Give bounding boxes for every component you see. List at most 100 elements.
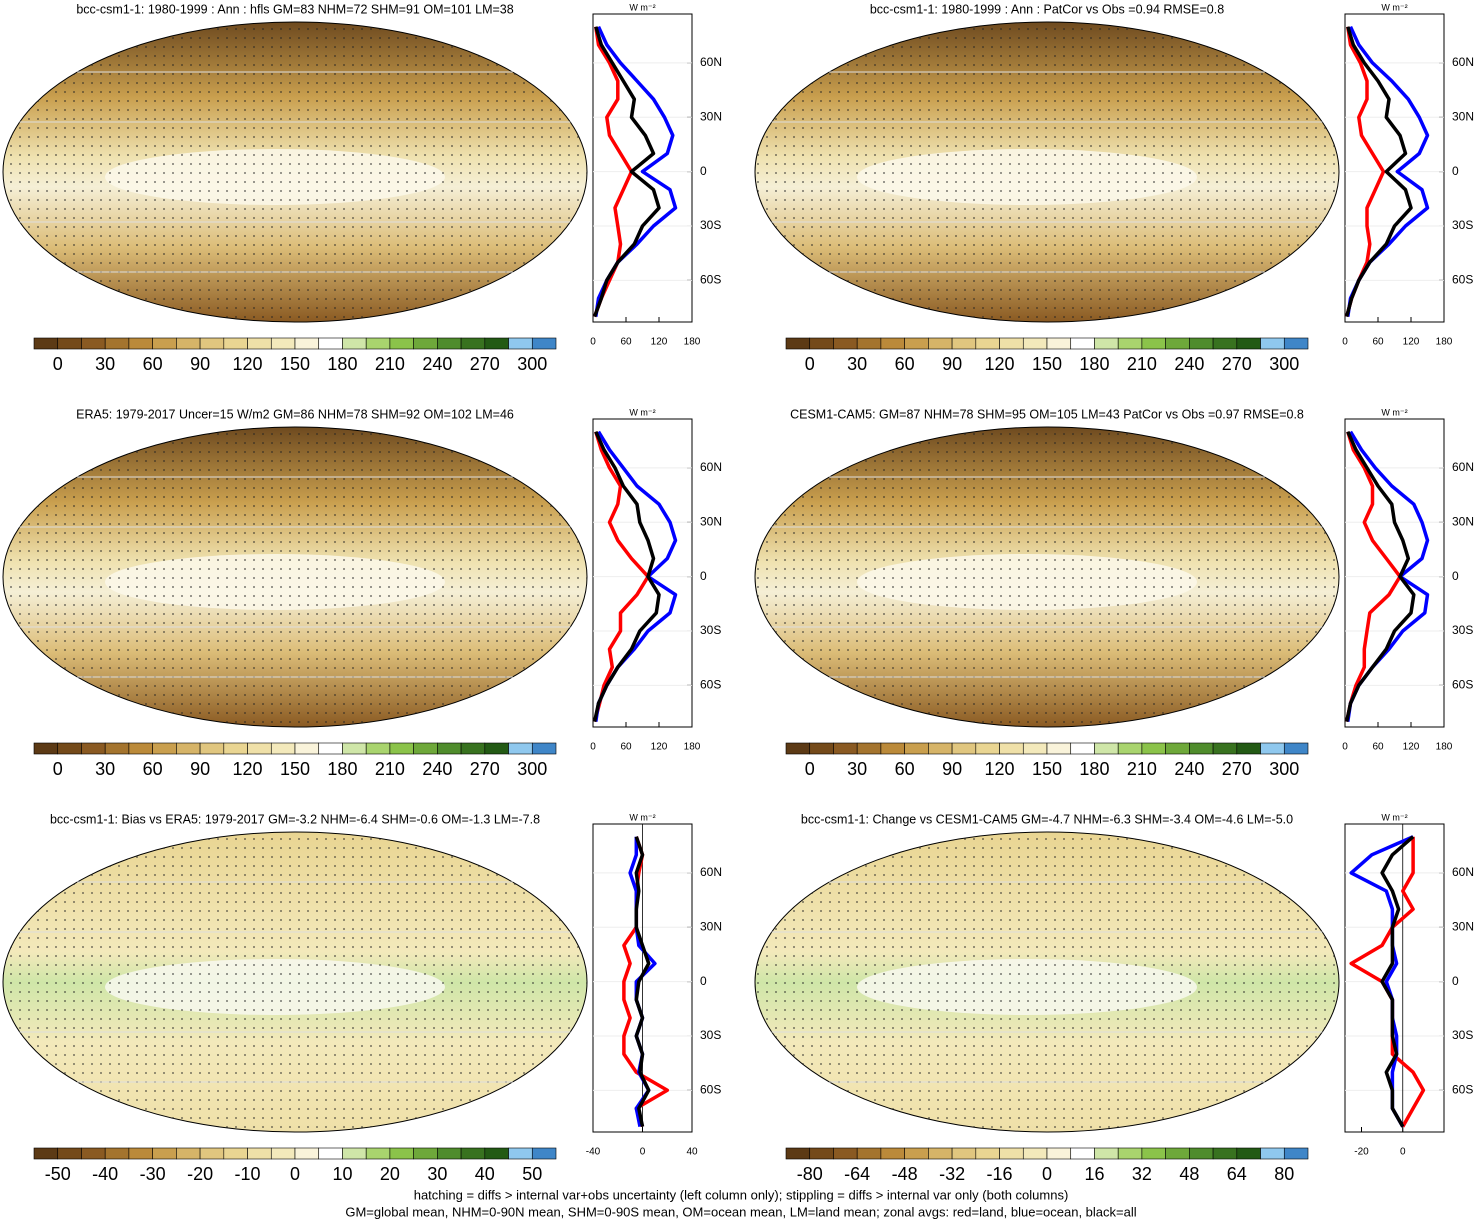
colorbar-box: [975, 1147, 1000, 1160]
x-tick-label: 0: [590, 337, 596, 348]
colorbar-box: [1022, 742, 1048, 755]
colorbar-label: 0: [805, 759, 815, 779]
colorbar-box: [1117, 337, 1143, 350]
colorbar-box: [270, 1147, 296, 1160]
colorbar-label: 30: [95, 354, 115, 374]
colorbar-label: 90: [942, 759, 962, 779]
colorbar-label: 0: [290, 1164, 300, 1184]
zonal-line: [592, 26, 661, 318]
colorbar-label: 120: [233, 354, 263, 374]
colorbar-label: 300: [1269, 354, 1299, 374]
colorbar-box: [437, 742, 462, 755]
colorbar-label: 240: [422, 759, 452, 779]
colorbar-label: 16: [1084, 1164, 1104, 1184]
colorbar-label: 150: [1032, 759, 1062, 779]
colorbar-label: -20: [187, 1164, 213, 1184]
colorbar-box: [999, 337, 1024, 350]
colorbar-label: 0: [805, 354, 815, 374]
colorbar-box: [57, 1147, 82, 1160]
x-tick-label: 0: [640, 1147, 646, 1158]
colorbar-box: [1117, 742, 1143, 755]
y-tick-label: 30N: [700, 514, 722, 528]
colorbar-label: 150: [280, 759, 310, 779]
colorbar-box: [904, 742, 929, 755]
colorbar-box: [294, 337, 320, 350]
colorbar-box: [531, 337, 557, 350]
note: hatching = diffs > internal var+obs unce…: [414, 1187, 1069, 1202]
colorbar-label: 150: [1032, 354, 1062, 374]
colorbar-box: [413, 337, 438, 350]
colorbar-box: [342, 337, 367, 350]
colorbar-box: [1212, 337, 1238, 350]
units-label: W m⁻²: [629, 2, 655, 12]
colorbar-box: [1070, 1147, 1095, 1160]
colorbar-box: [785, 1147, 811, 1160]
colorbar-label: -32: [939, 1164, 965, 1184]
colorbar-box: [1212, 742, 1238, 755]
colorbar-box: [856, 742, 882, 755]
units-label: W m⁻²: [629, 812, 655, 822]
colorbar-box: [176, 742, 201, 755]
colorbar-label: 50: [522, 1164, 542, 1184]
profile-frame: [592, 418, 693, 728]
y-tick-label: 60N: [1452, 865, 1474, 879]
colorbar-box: [508, 337, 533, 350]
colorbar-box: [1094, 742, 1119, 755]
colorbar-box: [1022, 337, 1048, 350]
colorbar-label: 270: [1222, 759, 1252, 779]
colorbar-label: 60: [143, 759, 163, 779]
y-tick-label: 60S: [1452, 273, 1473, 287]
colorbar-box: [342, 1147, 367, 1160]
colorbar-box: [1165, 337, 1190, 350]
x-tick-label: 120: [651, 742, 668, 753]
colorbar-box: [270, 742, 296, 755]
colorbar-label: 150: [280, 354, 310, 374]
colorbar-label: 300: [517, 759, 547, 779]
colorbar-label: 30: [95, 759, 115, 779]
colorbar-box: [833, 337, 858, 350]
colorbar-label: 30: [847, 759, 867, 779]
x-tick-label: 180: [1436, 742, 1453, 753]
colorbar-box: [809, 337, 834, 350]
map-stipple: [3, 427, 587, 727]
colorbar-box: [951, 1147, 977, 1160]
units-label: W m⁻²: [1381, 2, 1407, 12]
colorbar-box: [1117, 1147, 1143, 1160]
colorbar-box: [247, 1147, 272, 1160]
panel-title: CESM1-CAM5: GM=87 NHM=78 SHM=95 OM=105 L…: [790, 407, 1304, 421]
colorbar-box: [33, 337, 59, 350]
map-stipple: [3, 22, 587, 322]
x-tick-label: 60: [1372, 742, 1384, 753]
y-tick-label: 60N: [700, 460, 722, 474]
colorbar-box: [437, 1147, 462, 1160]
colorbar-box: [413, 742, 438, 755]
colorbar-box: [176, 1147, 201, 1160]
colorbar-box: [1046, 337, 1072, 350]
colorbar-label: 240: [422, 354, 452, 374]
colorbar-box: [1094, 337, 1119, 350]
colorbar-box: [880, 337, 905, 350]
colorbar-box: [199, 337, 225, 350]
colorbar-box: [342, 742, 367, 755]
profile-frame: [1344, 13, 1445, 323]
colorbar-box: [365, 337, 391, 350]
colorbar-box: [33, 1147, 59, 1160]
colorbar-label: 90: [190, 354, 210, 374]
colorbar-box: [437, 337, 462, 350]
map-stipple: [3, 832, 587, 1132]
colorbar-label: 0: [53, 354, 63, 374]
colorbar-box: [389, 337, 414, 350]
y-tick-label: 60S: [1452, 678, 1473, 692]
colorbar-box: [1165, 742, 1190, 755]
colorbar-label: 10: [332, 1164, 352, 1184]
colorbar-box: [951, 742, 977, 755]
colorbar-box: [104, 337, 130, 350]
colorbar-label: 210: [375, 759, 405, 779]
colorbar-label: 300: [517, 354, 547, 374]
colorbar-box: [81, 742, 106, 755]
colorbar-label: 180: [327, 759, 357, 779]
colorbar-label: 64: [1227, 1164, 1247, 1184]
colorbar-box: [460, 337, 486, 350]
colorbar-box: [223, 742, 248, 755]
x-tick-label: 0: [1342, 742, 1348, 753]
